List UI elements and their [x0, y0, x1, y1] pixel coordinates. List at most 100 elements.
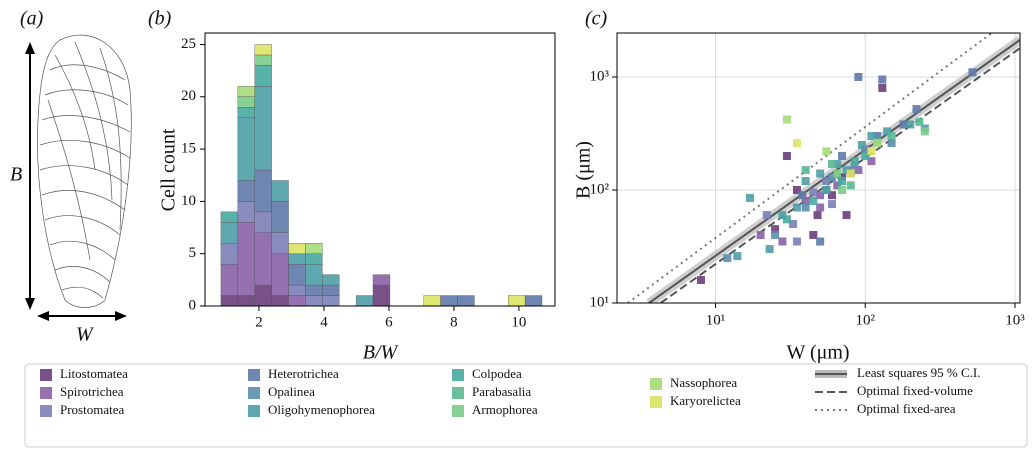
point	[822, 147, 831, 156]
point	[798, 191, 807, 200]
point	[873, 132, 882, 141]
point	[838, 151, 847, 160]
point	[816, 237, 825, 246]
legend-label: Oligohymenophorea	[268, 402, 375, 417]
point	[809, 196, 818, 205]
point	[801, 177, 810, 186]
point	[899, 120, 908, 129]
bar-segment	[271, 253, 289, 296]
plot-frame	[204, 32, 556, 307]
x-tick-label: 4	[320, 314, 328, 330]
bar-segment	[254, 44, 272, 56]
bar-segment	[288, 253, 306, 265]
x-tick-label: 6	[385, 314, 393, 330]
legend-box	[24, 363, 1028, 448]
point	[887, 132, 896, 141]
point	[873, 139, 882, 148]
y-tick-label: 0	[189, 297, 197, 313]
y-tick-label: 10³	[590, 68, 610, 84]
point	[822, 177, 831, 186]
point	[883, 127, 892, 136]
point	[809, 230, 818, 239]
legend-swatch	[452, 387, 464, 399]
y-axis-label: B (μm)	[573, 141, 595, 199]
bar-segment	[372, 284, 391, 307]
bar-segment	[237, 86, 255, 98]
point	[906, 120, 915, 129]
x-tick-label: 10³	[1005, 312, 1025, 328]
bar-segment	[288, 295, 306, 307]
legend-label: Nassophorea	[670, 375, 737, 390]
point	[756, 230, 765, 239]
legend-label: Karyorelictea	[670, 393, 741, 408]
y-tick-label: 10	[181, 193, 196, 209]
legend-swatch	[40, 369, 52, 381]
legend-label: Least squares 95 % C.I.	[857, 365, 980, 380]
point	[809, 188, 818, 197]
width-label: W	[76, 324, 95, 346]
x-tick-label: 8	[450, 314, 458, 330]
point	[816, 203, 825, 212]
point	[723, 254, 732, 263]
x-tick-label: 10	[511, 314, 526, 330]
point	[696, 275, 705, 284]
bar-segment	[254, 65, 272, 87]
point	[846, 169, 855, 178]
panel-label: (c)	[585, 8, 608, 30]
point	[782, 215, 791, 224]
point	[833, 159, 842, 168]
point	[833, 169, 842, 178]
legend-label: Spirotrichea	[60, 384, 124, 399]
point	[850, 162, 859, 171]
legend-swatch	[650, 396, 662, 408]
bar-segment	[237, 201, 255, 223]
legend-swatch	[248, 387, 260, 399]
bar-segment	[457, 295, 475, 307]
legend-label: Heterotrichea	[268, 366, 339, 381]
y-tick-label: 25	[181, 36, 196, 52]
legend-swatch	[452, 405, 464, 417]
bar-segment	[220, 211, 239, 223]
point	[867, 132, 876, 141]
point	[782, 115, 791, 124]
legend-swatch	[248, 369, 260, 381]
y-tick-label: 10²	[590, 181, 610, 197]
bar-segment	[237, 96, 255, 108]
panel-label: (b)	[148, 8, 172, 30]
height-label: B	[10, 164, 22, 186]
point	[762, 211, 771, 220]
x-tick-label: 10¹	[706, 312, 726, 328]
point	[833, 181, 842, 190]
bar-segment	[254, 169, 272, 213]
bar-segment	[355, 295, 374, 307]
bar-segment	[237, 295, 255, 307]
point	[771, 230, 780, 239]
bar-segment	[237, 107, 255, 118]
point	[733, 252, 742, 261]
point	[867, 157, 876, 166]
bar-segment	[423, 295, 441, 307]
point	[801, 196, 810, 205]
legend-label: Optimal fixed-volume	[857, 383, 973, 398]
bar-segment	[220, 243, 239, 265]
bar-segment	[254, 54, 272, 66]
bar-segment	[237, 180, 255, 202]
point	[792, 203, 801, 212]
point	[912, 105, 921, 114]
bar-segment	[322, 284, 340, 296]
bar-segment	[271, 232, 289, 254]
bar-segment	[254, 86, 272, 171]
bar-segment	[305, 253, 323, 265]
legend-swatch	[248, 405, 260, 417]
bar-segment	[220, 222, 239, 244]
point	[867, 147, 876, 156]
bar-segment	[305, 243, 323, 254]
point	[816, 191, 825, 200]
point	[801, 166, 810, 175]
point	[782, 151, 791, 160]
point	[792, 139, 801, 148]
point	[861, 145, 870, 154]
point	[828, 191, 837, 200]
cell-illustration	[37, 34, 132, 308]
